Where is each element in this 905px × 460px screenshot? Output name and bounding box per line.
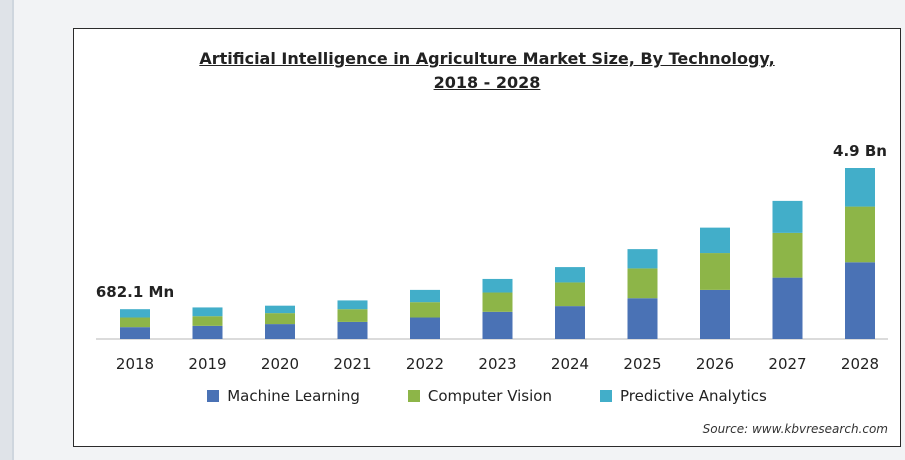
bar-predictive-analytics-2022: [410, 289, 440, 303]
source-note: Source: www.kbvresearch.com: [702, 422, 888, 436]
bar-predictive-analytics-2021: [337, 300, 368, 310]
bar-computer-vision-2023: [482, 292, 513, 312]
x-tick-label-2022: 2022: [406, 355, 444, 373]
bar-machine-learning-2018: [120, 327, 150, 339]
bar-computer-vision-2027: [772, 232, 803, 278]
x-tick-label-2021: 2021: [333, 355, 371, 373]
bar-computer-vision-2022: [410, 302, 440, 318]
bar-predictive-analytics-2027: [772, 200, 803, 233]
bar-computer-vision-2021: [337, 309, 368, 322]
bar-predictive-analytics-2028: [845, 168, 875, 207]
data-label-2028: 4.9 Bn: [833, 142, 887, 160]
bar-machine-learning-2024: [555, 306, 585, 339]
bar-machine-learning-2026: [700, 289, 730, 339]
bar-machine-learning-2028: [845, 262, 875, 339]
legend-label-computer-vision: Computer Vision: [427, 387, 552, 405]
bar-predictive-analytics-2023: [482, 278, 513, 293]
bar-computer-vision-2025: [627, 268, 658, 299]
x-tick-label-2026: 2026: [696, 355, 734, 373]
bar-machine-learning-2020: [265, 324, 295, 339]
legend-swatch-machine-learning: [207, 390, 220, 402]
chart-title: Artificial Intelligence in Agriculture M…: [199, 49, 775, 68]
bar-computer-vision-2024: [555, 282, 585, 307]
x-tick-label-2020: 2020: [261, 355, 299, 373]
bar-predictive-analytics-2024: [555, 267, 585, 283]
bar-machine-learning-2019: [192, 325, 223, 339]
legend: Machine Learning Computer Vision Predict…: [74, 387, 900, 405]
x-tick-label-2027: 2027: [768, 355, 806, 373]
bar-machine-learning-2021: [337, 321, 368, 339]
legend-label-machine-learning: Machine Learning: [227, 387, 360, 405]
x-tick-label-2024: 2024: [551, 355, 589, 373]
x-tick-label-2028: 2028: [841, 355, 879, 373]
bar-computer-vision-2028: [845, 206, 875, 263]
legend-swatch-computer-vision: [407, 390, 420, 402]
legend-item-computer-vision: Computer Vision: [407, 387, 552, 405]
bar-predictive-analytics-2019: [192, 307, 223, 317]
bar-machine-learning-2022: [410, 317, 440, 339]
x-tick-label-2025: 2025: [623, 355, 661, 373]
legend-item-machine-learning: Machine Learning: [207, 387, 360, 405]
chart-frame: Artificial Intelligence in Agriculture M…: [73, 28, 901, 447]
x-tick-label-2019: 2019: [188, 355, 226, 373]
bar-machine-learning-2023: [482, 311, 513, 339]
bar-computer-vision-2020: [265, 313, 295, 325]
bar-machine-learning-2025: [627, 298, 658, 339]
legend-label-predictive-analytics: Predictive Analytics: [619, 387, 767, 405]
left-sidebar-strip: [0, 0, 14, 460]
data-label-2018: 682.1 Mn: [96, 283, 174, 301]
bar-predictive-analytics-2026: [700, 227, 730, 254]
bar-computer-vision-2026: [700, 253, 730, 290]
bar-predictive-analytics-2020: [265, 305, 295, 314]
bar-machine-learning-2027: [772, 277, 803, 339]
bar-chart: 2018 2019 2020 2021 2022 2023 2024 2025 2026 2027…: [96, 142, 888, 373]
legend-swatch-predictive-analytics: [599, 390, 612, 402]
bar-computer-vision-2019: [192, 316, 223, 326]
chart-subtitle: 2018 - 2028: [433, 73, 541, 92]
x-tick-label-2023: 2023: [478, 355, 516, 373]
x-tick-label-2018: 2018: [116, 355, 154, 373]
bar-predictive-analytics-2025: [627, 249, 658, 269]
bar-computer-vision-2018: [120, 317, 150, 328]
bar-predictive-analytics-2018: [120, 309, 150, 318]
legend-item-predictive-analytics: Predictive Analytics: [599, 387, 767, 405]
